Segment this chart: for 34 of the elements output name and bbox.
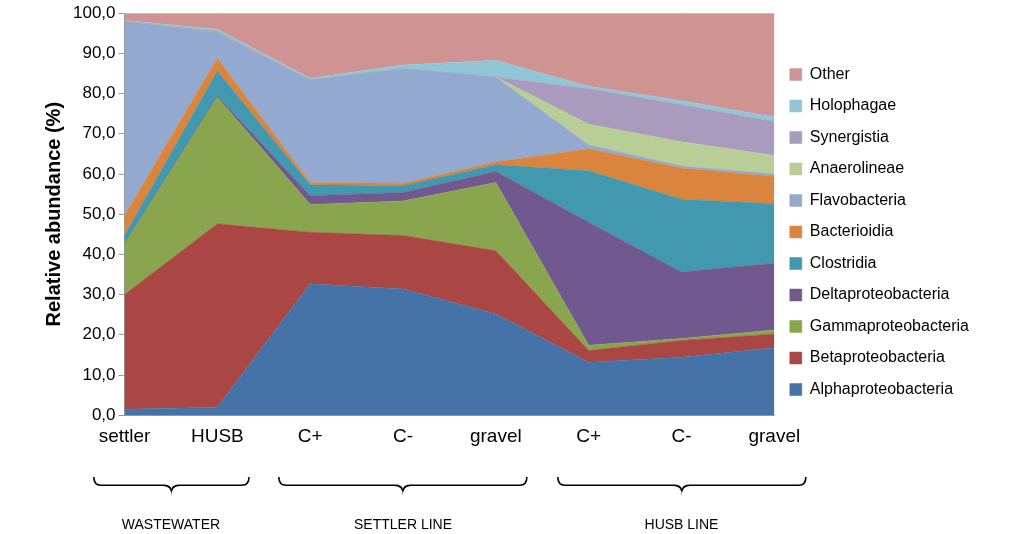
text: WASTEWATER [121, 516, 221, 532]
text: SETTLER LINE [353, 516, 453, 532]
x-tick-label: C+ [576, 424, 602, 446]
legend-label: Holophagae [809, 96, 897, 114]
x-tick-label: gravel [748, 424, 801, 446]
y-tick-label: 80,0 [82, 83, 116, 103]
legend-label: Anaerolineae [809, 159, 905, 177]
legend-label: Deltaproteobacteria [809, 285, 950, 303]
x-tick-label: settler [98, 424, 152, 446]
y-tick-label: 40,0 [82, 244, 116, 264]
y-tick-label: 90,0 [82, 43, 116, 63]
y-tick-label: 100,0 [72, 2, 116, 22]
legend-label: Bacterioidia [809, 222, 894, 240]
legend-label: Synergistia [809, 127, 890, 145]
x-tick-label: HUSB [190, 424, 244, 446]
x-tick-label: C- [671, 424, 692, 446]
y-axis-title: Relative abundance (%) [41, 101, 64, 327]
y-tick-label: 20,0 [82, 324, 116, 344]
legend-label: Betaproteobacteria [809, 348, 946, 366]
x-tick-label: C- [392, 424, 414, 446]
x-tick-label: C+ [297, 424, 323, 446]
x-tick-label: gravel [469, 424, 522, 446]
y-tick-label: 30,0 [82, 284, 116, 304]
y-tick-label: 60,0 [82, 163, 116, 183]
legend-label: Other [809, 64, 851, 82]
legend-label: Gammaproteobacteria [809, 316, 970, 334]
y-tick-label: 50,0 [82, 203, 116, 223]
legend-label: Clostridia [809, 253, 877, 271]
y-tick-label: 0,0 [91, 404, 116, 424]
text: HUSB LINE [644, 516, 719, 532]
legend-label: Flavobacteria [809, 190, 906, 208]
legend-label: Alphaproteobacteria [809, 379, 954, 397]
y-tick-label: 70,0 [82, 123, 116, 143]
y-tick-label: 10,0 [82, 364, 116, 384]
